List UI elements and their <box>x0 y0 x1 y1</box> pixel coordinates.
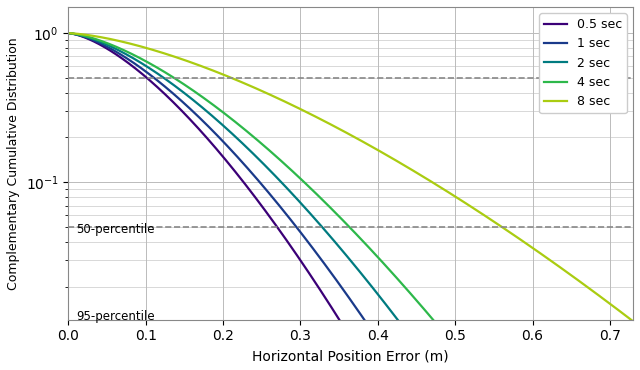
0.5 sec <box>129 64 137 69</box>
1 sec <box>281 211 289 215</box>
1 sec <box>163 85 170 90</box>
8 sec <box>557 266 565 270</box>
1 sec <box>306 242 314 246</box>
1 sec <box>65 31 72 36</box>
4 sec <box>129 52 137 57</box>
Text: 95-percentile: 95-percentile <box>76 310 155 323</box>
4 sec <box>65 31 72 36</box>
Line: 0.5 sec: 0.5 sec <box>68 33 633 370</box>
Line: 2 sec: 2 sec <box>68 33 633 370</box>
Line: 4 sec: 4 sec <box>68 33 633 370</box>
Text: 50-percentile: 50-percentile <box>76 223 155 236</box>
4 sec <box>163 71 170 75</box>
8 sec <box>129 42 137 47</box>
0.5 sec <box>281 236 289 240</box>
Legend: 0.5 sec, 1 sec, 2 sec, 4 sec, 8 sec: 0.5 sec, 1 sec, 2 sec, 4 sec, 8 sec <box>539 13 627 113</box>
Line: 1 sec: 1 sec <box>68 33 633 370</box>
0.5 sec <box>65 31 72 36</box>
8 sec <box>163 52 170 56</box>
4 sec <box>281 162 289 166</box>
0.5 sec <box>306 272 314 276</box>
2 sec <box>65 31 72 36</box>
Y-axis label: Complementary Cumulative Distribution: Complementary Cumulative Distribution <box>7 37 20 290</box>
2 sec <box>163 77 170 82</box>
0.5 sec <box>163 93 170 98</box>
1 sec <box>129 60 137 64</box>
2 sec <box>129 56 137 60</box>
8 sec <box>65 31 72 36</box>
Line: 8 sec: 8 sec <box>68 33 633 321</box>
2 sec <box>281 184 289 188</box>
2 sec <box>306 211 314 215</box>
8 sec <box>629 319 637 323</box>
8 sec <box>618 310 626 315</box>
X-axis label: Horizontal Position Error (m): Horizontal Position Error (m) <box>252 349 449 363</box>
4 sec <box>306 185 314 189</box>
8 sec <box>306 111 314 116</box>
8 sec <box>281 100 289 104</box>
